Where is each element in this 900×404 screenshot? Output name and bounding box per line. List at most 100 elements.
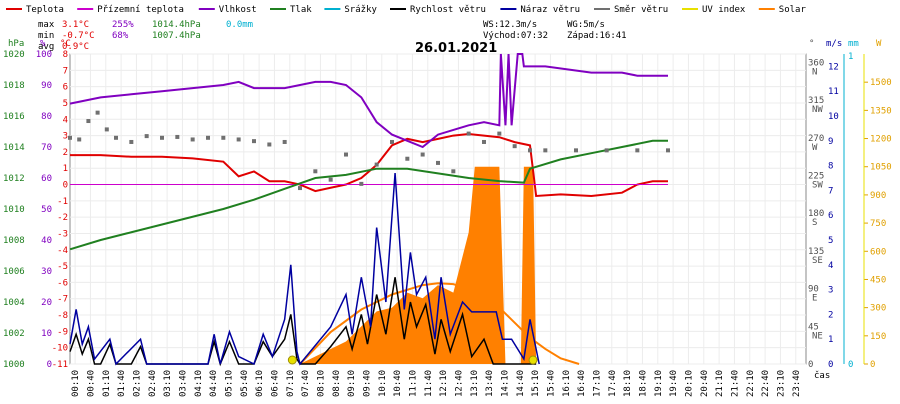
time-tick-label: 20:40 <box>700 370 710 397</box>
dir-tick-label: 315 <box>808 96 824 106</box>
dir-tick-name: W <box>812 143 818 153</box>
time-tick-label: 18:10 <box>623 370 633 397</box>
wind-dir-point <box>528 148 532 153</box>
ms-tick-label: 6 <box>828 211 833 221</box>
pct-tick-label: 90 <box>41 81 52 91</box>
legend-label: Vlhkost <box>219 5 257 15</box>
c-tick-label: -9 <box>57 327 68 337</box>
axis-unit-left: hPa <box>8 39 24 49</box>
time-tick-label: 02:10 <box>132 370 142 397</box>
ms-tick-label: 4 <box>828 261 833 271</box>
pct-tick-label: 30 <box>41 267 52 277</box>
c-tick-label: 3 <box>63 132 68 142</box>
time-tick-label: 21:40 <box>730 370 740 397</box>
time-tick-label: 20:10 <box>684 370 694 397</box>
time-tick-label: 00:40 <box>86 370 96 397</box>
time-tick-label: 17:10 <box>592 370 602 397</box>
wind-dir-point <box>190 137 195 142</box>
dir-tick-name: N <box>812 67 817 77</box>
wind-dir-point <box>68 135 72 140</box>
time-tick-label: 04:40 <box>209 370 219 397</box>
hpa-tick-label: 1014 <box>3 143 25 153</box>
c-tick-label: -6 <box>57 278 68 288</box>
time-tick-label: 09:10 <box>347 370 357 397</box>
solar-area <box>300 166 537 364</box>
dir-tick-label: 360 <box>808 58 824 68</box>
c-tick-label: 1 <box>63 164 68 174</box>
axis-unit-left: °C <box>60 39 71 49</box>
wind-dir-point <box>267 142 272 147</box>
hpa-tick-label: 1012 <box>3 174 25 184</box>
mm-tick-label: 1 <box>848 52 853 62</box>
stat-avg-temp: 0.9°C <box>62 42 89 52</box>
dir-tick-name: SW <box>812 180 823 190</box>
time-tick-label: 15:40 <box>546 370 556 397</box>
wind-dir-point <box>604 148 609 153</box>
wind-dir-point <box>635 148 640 153</box>
stat-max-hum: 255% <box>112 20 134 30</box>
time-tick-label: 15:10 <box>531 370 541 397</box>
time-tick-label: 23:40 <box>792 370 802 397</box>
c-tick-label: 8 <box>63 50 68 60</box>
hpa-tick-label: 1004 <box>3 298 25 308</box>
c-tick-label: -8 <box>57 311 68 321</box>
ms-tick-label: 9 <box>828 137 833 147</box>
wind-dir-point <box>328 177 333 182</box>
dir-tick-label: 225 <box>808 171 824 181</box>
dir-tick-name: SE <box>812 256 823 266</box>
wind-dir-point <box>104 127 109 132</box>
time-tick-label: 07:40 <box>301 370 311 397</box>
time-tick-label: 02:40 <box>148 370 158 397</box>
wind-dir-point <box>390 139 394 144</box>
time-tick-label: 18:40 <box>638 370 648 397</box>
legend-label: Srážky <box>344 5 377 15</box>
wind-dir-point <box>129 139 134 144</box>
w-tick-label: 450 <box>870 275 886 285</box>
time-tick-label: 16:10 <box>562 370 572 397</box>
wind-dir-point <box>298 186 302 191</box>
wind-dir-point <box>512 144 517 149</box>
axis-unit-w: W <box>876 39 882 49</box>
time-tick-label: 12:10 <box>439 370 449 397</box>
stat-min-hum: 68% <box>112 31 129 41</box>
time-tick-label: 21:10 <box>715 370 725 397</box>
pressure-line <box>69 139 668 251</box>
time-tick-label: 03:40 <box>178 370 188 397</box>
time-tick-label: 08:10 <box>316 370 326 397</box>
stat-avg-label: avg <box>38 42 54 52</box>
stat-max-label: max <box>38 20 55 30</box>
c-tick-label: -1 <box>57 197 68 207</box>
pct-tick-label: 70 <box>41 143 52 153</box>
c-tick-label: 0 <box>63 181 68 191</box>
w-tick-label: 750 <box>870 219 886 229</box>
pct-tick-label: 0 <box>47 360 52 370</box>
wind-dir-point <box>359 181 364 186</box>
wind-dir-point <box>144 134 149 139</box>
c-tick-label: -3 <box>57 229 68 239</box>
wind-dir-point <box>574 148 578 153</box>
time-tick-label: 09:40 <box>362 370 372 397</box>
legend-label: Teplota <box>26 5 64 15</box>
ms-tick-label: 7 <box>828 186 833 196</box>
time-tick-label: 06:40 <box>270 370 280 397</box>
chart-date: 26.01.2021 <box>415 41 497 56</box>
time-tick-label: 12:40 <box>454 370 464 397</box>
axis-unit-left: % <box>40 39 46 49</box>
legend-label: Přízemní teplota <box>97 5 184 15</box>
legend-label: Rychlost větru <box>410 5 486 15</box>
wind-dir-point <box>313 169 318 174</box>
pct-tick-label: 20 <box>41 298 52 308</box>
dir-tick-label: 180 <box>808 209 824 219</box>
dir-tick-name: NE <box>812 331 823 341</box>
uv-marker <box>528 355 538 365</box>
wind-dir-point <box>282 139 287 144</box>
stat-min-temp: -0.7°C <box>62 31 95 41</box>
w-tick-label: 300 <box>870 304 886 314</box>
wind-dir-point <box>374 162 379 167</box>
w-tick-label: 1050 <box>870 163 892 173</box>
time-tick-label: 14:10 <box>500 370 510 397</box>
w-tick-label: 0 <box>870 360 875 370</box>
mm-tick-label: 0 <box>848 360 853 370</box>
wind-dir-point <box>114 135 118 140</box>
stat-sunset: Západ:16:41 <box>567 31 627 41</box>
